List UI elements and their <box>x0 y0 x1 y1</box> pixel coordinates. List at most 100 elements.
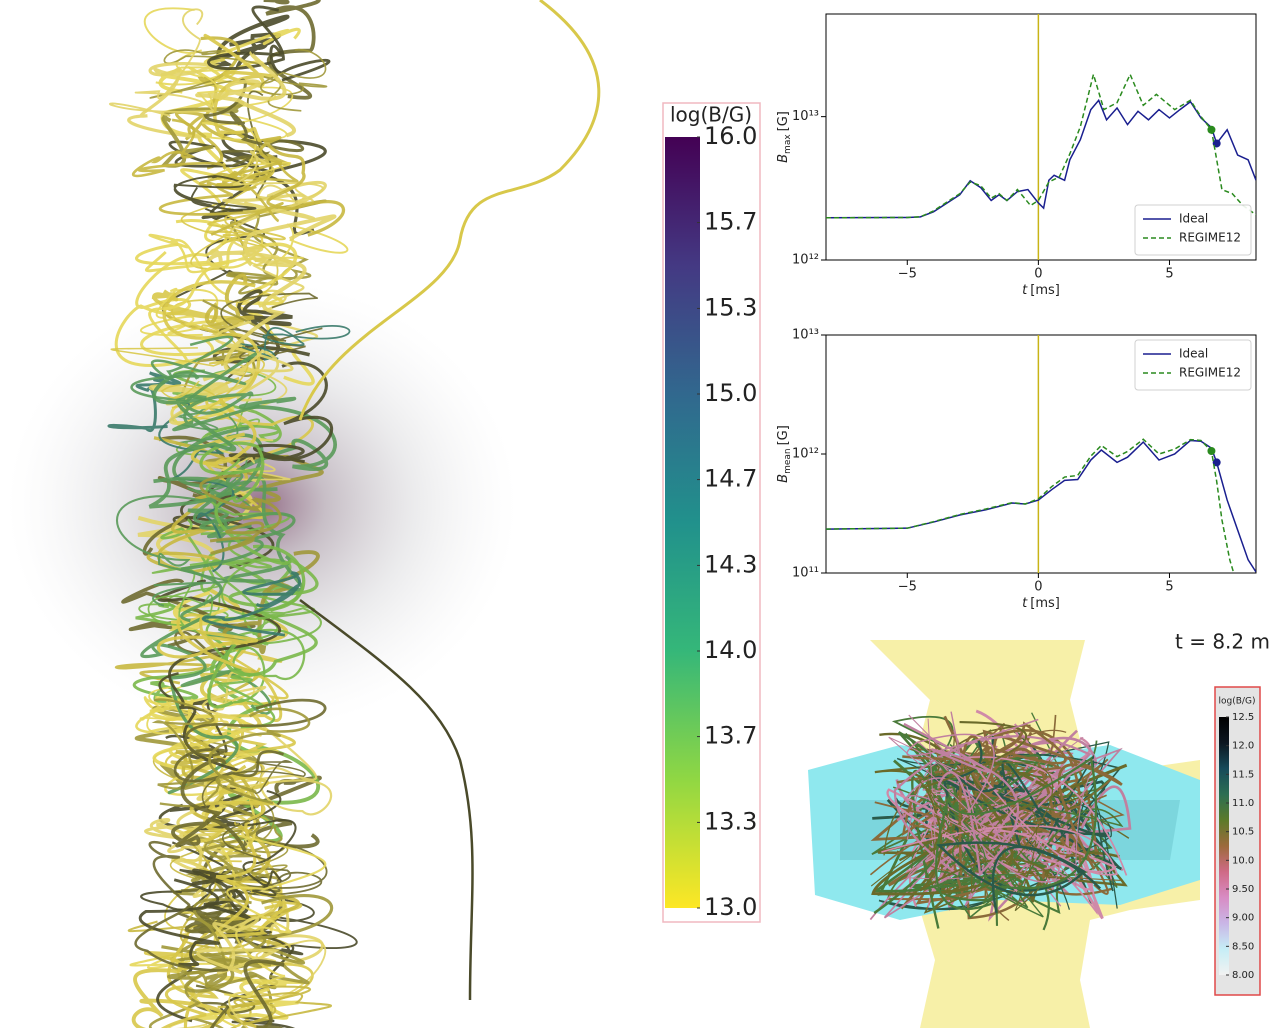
colorbar-tick-label: 14.3 <box>704 550 757 578</box>
colorbar-tick-label: 12.0 <box>1232 741 1254 752</box>
field-line <box>109 8 215 117</box>
x-tick-label: 5 <box>1165 580 1173 595</box>
field-line <box>907 718 1084 880</box>
field-line <box>903 722 1019 877</box>
field-line <box>215 764 287 938</box>
legend-label: REGIME12 <box>1179 366 1241 380</box>
colorbar-tick-label: 8.00 <box>1232 970 1254 981</box>
field-line <box>881 756 1128 876</box>
field-line <box>201 760 306 861</box>
field-line <box>134 840 228 973</box>
field-line <box>132 118 227 178</box>
time-label: t = 8.2 ms <box>1175 630 1271 654</box>
field-line <box>225 396 337 492</box>
y-axis-label: Bmean [G] <box>776 425 793 483</box>
field-line <box>168 1009 258 1028</box>
y-label-subscript: mean <box>783 448 793 474</box>
y-label-subscript: max <box>783 134 793 154</box>
field-line-render-small <box>808 640 1200 1028</box>
field-line <box>228 361 334 464</box>
field-line <box>208 707 311 805</box>
field-line <box>205 245 295 269</box>
colorbar-tick-label: 11.5 <box>1232 769 1254 780</box>
field-line <box>221 435 291 496</box>
colorbar-tick-label: 8.50 <box>1232 941 1254 952</box>
y-tick-label: 10¹² <box>792 447 819 462</box>
y-label-symbol: B <box>776 154 791 163</box>
field-line <box>243 959 285 1028</box>
field-line <box>171 238 279 409</box>
field-line <box>958 802 1124 893</box>
colorbar-tick-label: 16.0 <box>704 122 757 150</box>
field-line <box>115 495 229 607</box>
colorbar-title: log(B/G) <box>670 103 752 127</box>
field-line <box>130 335 247 401</box>
colorbar-tick-label: 10.0 <box>1232 855 1254 866</box>
x-tick-label: 0 <box>1034 580 1042 595</box>
colorbar-tick-label: 13.7 <box>704 722 757 750</box>
y-tick-label: 10¹³ <box>792 328 819 343</box>
x-axis-label: t [ms] <box>1022 283 1060 298</box>
field-line <box>135 168 240 269</box>
colorbar-tick-label: 9.00 <box>1232 913 1254 924</box>
field-line <box>260 49 328 112</box>
legend-box <box>1134 204 1252 256</box>
x-tick-label: 5 <box>1165 267 1173 282</box>
field-line <box>263 0 321 100</box>
legend-label: Ideal <box>1179 212 1208 226</box>
field-line <box>195 50 297 138</box>
field-line <box>200 119 291 184</box>
colorbar <box>1219 717 1229 975</box>
series-end-marker <box>1207 125 1216 134</box>
field-line <box>148 371 237 509</box>
field-line <box>158 401 235 573</box>
colorbar-tick-label: 15.7 <box>704 208 757 236</box>
field-line <box>241 971 277 1028</box>
field-line <box>144 250 227 366</box>
field-line <box>171 758 247 852</box>
x-tick-label: 0 <box>1034 267 1042 282</box>
series-end-marker <box>1207 446 1216 455</box>
field-line <box>886 788 1117 894</box>
field-line <box>893 735 1092 876</box>
x-axis-label: t [ms] <box>1022 596 1060 611</box>
field-line <box>107 371 182 433</box>
field-line <box>199 474 282 555</box>
field-line <box>201 571 301 637</box>
field-line <box>224 834 327 998</box>
y-tick-label: 10¹² <box>792 253 819 268</box>
field-line <box>140 613 239 795</box>
colorbar-tick-label: 14.0 <box>704 636 757 664</box>
y-tick-label: 10¹¹ <box>792 566 819 581</box>
y-axis-label: Bmax [G] <box>776 111 793 163</box>
field-line <box>161 985 207 1028</box>
field-line <box>888 736 1112 887</box>
field-line <box>222 180 327 221</box>
legend-box <box>1134 339 1252 391</box>
field-line <box>258 135 346 237</box>
x-label-symbol: t <box>1022 596 1028 611</box>
field-line <box>110 347 249 421</box>
field-line <box>911 754 1041 929</box>
y-label-unit: [G] <box>776 111 791 131</box>
field-line <box>173 175 257 211</box>
field-line <box>151 698 221 808</box>
field-line <box>127 62 220 139</box>
colorbar-tick-label: 15.0 <box>704 379 757 407</box>
series-line <box>826 71 1256 219</box>
y-tick-label: 10¹³ <box>792 109 819 124</box>
field-line <box>182 774 275 843</box>
field-line <box>131 950 226 1028</box>
field-line <box>173 698 327 783</box>
field-line <box>936 841 1102 914</box>
field-line <box>207 5 331 82</box>
field-line <box>199 441 319 596</box>
field-line <box>180 203 265 270</box>
x-label-unit: [ms] <box>1030 283 1060 298</box>
field-line <box>233 985 332 1026</box>
field-line <box>196 916 281 975</box>
series-end-marker <box>1212 458 1221 467</box>
colorbar-tick-label: 12.5 <box>1232 712 1254 723</box>
field-line <box>207 544 318 709</box>
